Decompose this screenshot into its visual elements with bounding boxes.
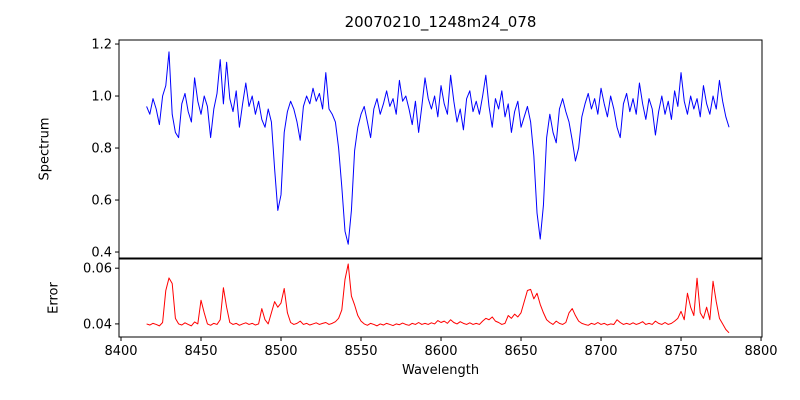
spectrum-y-axis-label: Spectrum — [37, 117, 53, 181]
y-tick-label: 1.0 — [91, 90, 112, 105]
x-tick-label: 8550 — [344, 344, 377, 359]
spectrum-panel: 0.4 0.6 0.8 1.0 1.2 — [91, 38, 763, 261]
x-tick-label: 8800 — [744, 344, 777, 359]
spectrum-frame — [118, 39, 763, 259]
figure-title: 20070210_1248m24_078 — [344, 13, 537, 31]
y-tick-label: 1.2 — [91, 38, 112, 53]
x-tick-label: 8650 — [504, 344, 537, 359]
y-tick-label: 0.8 — [91, 142, 112, 157]
x-tick-label: 8600 — [424, 344, 457, 359]
error-y-axis-label: Error — [46, 282, 62, 314]
error-line — [146, 263, 730, 334]
x-tick-label: 8500 — [264, 344, 297, 359]
x-tick-label: 8400 — [104, 344, 137, 359]
error-frame — [118, 258, 763, 338]
y-tick-label: 0.4 — [91, 246, 112, 261]
x-tick-label: 8750 — [664, 344, 697, 359]
spectrum-line — [146, 51, 730, 245]
x-tick-label: 8450 — [184, 344, 217, 359]
y-tick-label: 0.06 — [83, 262, 112, 277]
y-tick-label: 0.6 — [91, 194, 112, 209]
x-axis-label: Wavelength — [401, 363, 480, 378]
error-panel: 0.04 0.06 8400 8450 8500 8550 8600 8650 8700 8750… — [83, 258, 778, 359]
x-tick-label: 8700 — [584, 344, 617, 359]
y-tick-label: 0.04 — [83, 317, 112, 332]
